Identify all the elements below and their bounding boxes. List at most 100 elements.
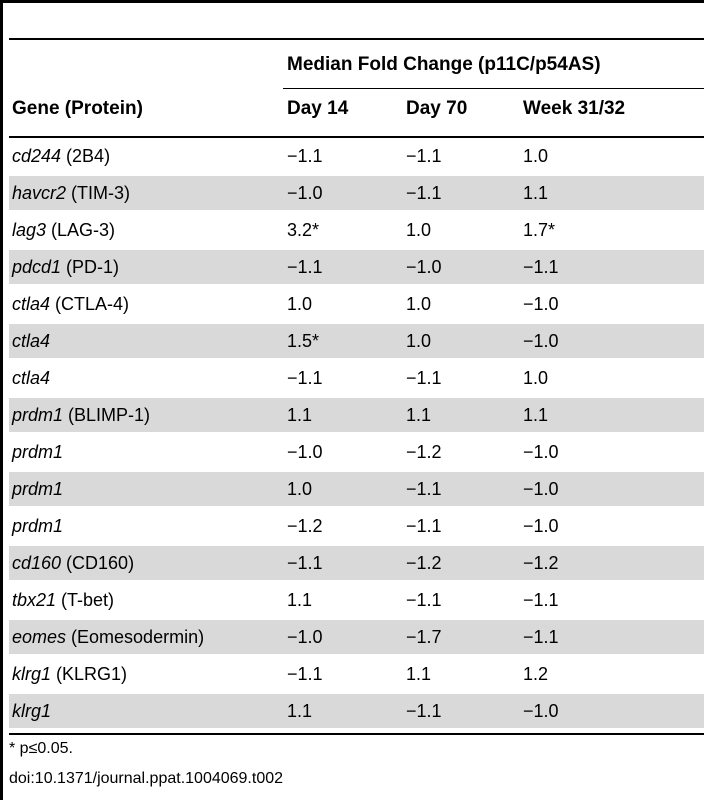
column-header-week31-32: Week 31/32: [523, 98, 626, 119]
value-cell-day70: −1.1: [406, 368, 442, 388]
gene-protein-cell: klrg1: [12, 694, 51, 728]
protein-name: (BLIMP-1): [63, 405, 151, 425]
column-header-day14: Day 14: [287, 98, 349, 119]
protein-name: (2B4): [61, 146, 111, 166]
value-cell-week31-32: 1.7*: [523, 220, 556, 240]
value-cell-day70: −1.2: [406, 442, 442, 462]
value-cell-day70: −1.1: [406, 701, 442, 721]
gene-name: cd244: [12, 146, 62, 166]
value-cell-week31-32: 1.0: [523, 146, 549, 166]
gene-protein-cell: lag3 (LAG-3): [12, 213, 115, 247]
protein-name: (TIM-3): [66, 183, 131, 203]
value-cell-day70: −1.0: [406, 257, 442, 277]
value-cell-day70: 1.0: [406, 294, 432, 314]
gene-protein-cell: ctla4 (CTLA-4): [12, 287, 129, 321]
table-row: tbx21 (T-bet) 1.1 −1.1 −1.1: [9, 583, 704, 617]
span-header: Median Fold Change (p11C/p54AS): [287, 54, 601, 75]
gene-name: tbx21: [12, 590, 57, 610]
gene-protein-cell: cd244 (2B4): [12, 139, 110, 173]
value-cell-week31-32: −1.2: [523, 553, 559, 573]
value-cell-week31-32: −1.0: [523, 442, 559, 462]
value-cell-day14: −1.0: [287, 627, 323, 647]
gene-protein-cell: havcr2 (TIM-3): [12, 176, 130, 210]
table-row: lag3 (LAG-3) 3.2* 1.0 1.7*: [9, 213, 704, 247]
gene-protein-cell: cd160 (CD160): [12, 546, 134, 580]
gene-name: lag3: [12, 220, 47, 240]
value-cell-day14: −1.1: [287, 553, 323, 573]
value-cell-week31-32: −1.1: [523, 257, 559, 277]
table-row: ctla4 (CTLA-4) 1.0 1.0 −1.0: [9, 287, 704, 321]
value-cell-day70: 1.0: [406, 220, 432, 240]
gene-name: cd160: [12, 553, 62, 573]
value-cell-day70: −1.1: [406, 590, 442, 610]
gene-name: ctla4: [12, 368, 51, 388]
protein-name: (T-bet): [56, 590, 115, 610]
value-cell-week31-32: −1.0: [523, 479, 559, 499]
gene-protein-cell: eomes (Eomesodermin): [12, 620, 204, 654]
value-cell-week31-32: 1.2: [523, 664, 549, 684]
value-cell-week31-32: −1.1: [523, 627, 559, 647]
value-cell-day14: 1.0: [287, 479, 313, 499]
table-row: cd244 (2B4) −1.1 −1.1 1.0: [9, 139, 704, 173]
value-cell-day14: −1.1: [287, 368, 323, 388]
value-cell-day14: 3.2*: [287, 220, 320, 240]
gene-name: prdm1: [12, 516, 64, 536]
gene-name: ctla4: [12, 294, 51, 314]
table-row: klrg1 1.1 −1.1 −1.0: [9, 694, 704, 728]
gene-name: klrg1: [12, 701, 52, 721]
gene-name: prdm1: [12, 479, 64, 499]
gene-protein-cell: prdm1: [12, 509, 63, 543]
value-cell-day14: −1.1: [287, 257, 323, 277]
value-cell-day14: 1.1: [287, 701, 313, 721]
column-header-day70: Day 70: [406, 98, 468, 119]
gene-protein-cell: ctla4: [12, 361, 50, 395]
protein-name: (KLRG1): [51, 664, 128, 684]
table-row: eomes (Eomesodermin) −1.0 −1.7 −1.1: [9, 620, 704, 654]
value-cell-week31-32: −1.0: [523, 294, 559, 314]
header-rule: [9, 136, 704, 138]
table-top-rule: [9, 38, 704, 40]
table-row: ctla4 −1.1 −1.1 1.0: [9, 361, 704, 395]
gene-name: pdcd1: [12, 257, 62, 277]
gene-name: klrg1: [12, 664, 52, 684]
table-row: cd160 (CD160) −1.1 −1.2 −1.2: [9, 546, 704, 580]
gene-protein-cell: ctla4: [12, 324, 50, 358]
table-row: prdm1 1.0 −1.1 −1.0: [9, 472, 704, 506]
value-cell-week31-32: −1.0: [523, 331, 559, 351]
table-row: pdcd1 (PD-1) −1.1 −1.0 −1.1: [9, 250, 704, 284]
gene-name: havcr2: [12, 183, 67, 203]
value-cell-week31-32: 1.0: [523, 368, 549, 388]
table-bottom-rule: [9, 733, 704, 735]
value-cell-day14: −1.0: [287, 183, 323, 203]
table-row: prdm1 −1.0 −1.2 −1.0: [9, 435, 704, 469]
doi-text: doi:10.1371/journal.ppat.1004069.t002: [9, 770, 284, 787]
value-cell-day70: −1.1: [406, 516, 442, 536]
value-cell-day70: 1.1: [406, 405, 432, 425]
value-cell-day14: −1.1: [287, 664, 323, 684]
table-body: cd244 (2B4) −1.1 −1.1 1.0 havcr2 (TIM-3) −1.0…: [9, 139, 704, 731]
value-cell-day70: −1.1: [406, 183, 442, 203]
table-row: klrg1 (KLRG1) −1.1 1.1 1.2: [9, 657, 704, 691]
value-cell-week31-32: 1.1: [523, 405, 549, 425]
gene-name: prdm1: [12, 442, 64, 462]
value-cell-week31-32: 1.1: [523, 183, 549, 203]
value-cell-week31-32: −1.0: [523, 701, 559, 721]
protein-name: (Eomesodermin): [66, 627, 205, 647]
gene-protein-cell: prdm1 (BLIMP-1): [12, 398, 150, 432]
value-cell-day70: −1.7: [406, 627, 442, 647]
value-cell-day70: −1.1: [406, 146, 442, 166]
gene-name: prdm1: [12, 405, 64, 425]
gene-name: ctla4: [12, 331, 51, 351]
column-header-gene: Gene (Protein): [12, 98, 143, 119]
table-row: prdm1 −1.2 −1.1 −1.0: [9, 509, 704, 543]
span-header-rule: [283, 88, 704, 89]
value-cell-day14: 1.0: [287, 294, 313, 314]
table-row: prdm1 (BLIMP-1) 1.1 1.1 1.1: [9, 398, 704, 432]
gene-protein-cell: pdcd1 (PD-1): [12, 250, 119, 284]
value-cell-day14: −1.1: [287, 146, 323, 166]
protein-name: (LAG-3): [46, 220, 116, 240]
gene-protein-cell: prdm1: [12, 472, 63, 506]
gene-name: eomes: [12, 627, 67, 647]
value-cell-day14: 1.5*: [287, 331, 320, 351]
value-cell-week31-32: −1.0: [523, 516, 559, 536]
